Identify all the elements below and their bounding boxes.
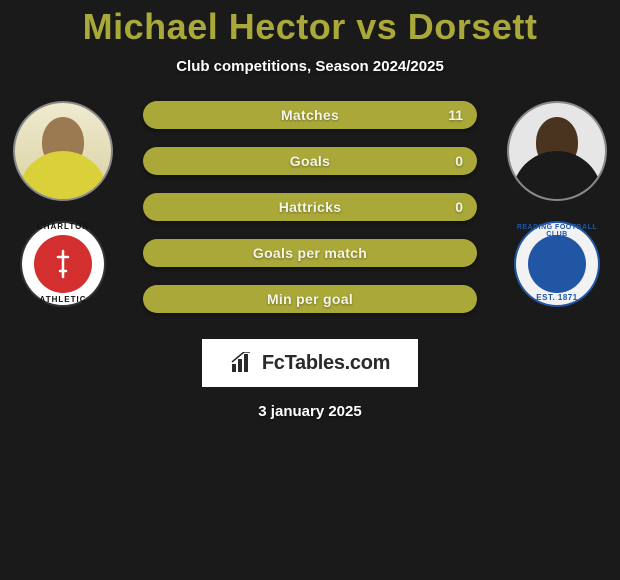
comparison-card: Michael Hector vs Dorsett Club competiti… [0, 0, 620, 580]
sword-icon [46, 247, 80, 281]
right-player-avatar [507, 101, 607, 201]
charlton-text-top: CHARLTON [20, 222, 106, 231]
stat-bar-goals-per-match: Goals per match [143, 239, 477, 267]
stat-label: Hattricks [143, 199, 477, 215]
avatar-jersey [18, 151, 108, 201]
subtitle: Club competitions, Season 2024/2025 [0, 58, 620, 75]
stats-column: Matches 11 Goals 0 Hattricks 0 Goals per… [137, 101, 483, 313]
page-title: Michael Hector vs Dorsett [0, 0, 620, 48]
stat-bar-min-per-goal: Min per goal [143, 285, 477, 313]
bar-chart-icon [230, 352, 256, 374]
avatar-jersey [512, 151, 602, 201]
logo-text: FcTables.com [262, 352, 390, 375]
stat-label: Goals [143, 153, 477, 169]
stat-bar-goals: Goals 0 [143, 147, 477, 175]
date-line: 3 january 2025 [0, 403, 620, 420]
stat-value-right: 0 [455, 199, 463, 215]
left-club-badge: CHARLTON ATHLETIC [20, 221, 106, 307]
left-player-avatar [13, 101, 113, 201]
reading-text-bottom: EST. 1871 [514, 293, 600, 302]
stat-value-right: 0 [455, 153, 463, 169]
charlton-text-bottom: ATHLETIC [20, 295, 106, 304]
reading-inner-circle [528, 235, 586, 293]
left-player-column: CHARLTON ATHLETIC [9, 101, 117, 307]
stat-value-right: 11 [448, 107, 463, 123]
stat-label: Goals per match [143, 245, 477, 261]
stat-bar-hattricks: Hattricks 0 [143, 193, 477, 221]
comparison-body: CHARLTON ATHLETIC Matches 11 Goals 0 Hat… [0, 101, 620, 313]
fctables-logo: FcTables.com [202, 339, 418, 387]
right-player-column: READING FOOTBALL CLUB EST. 1871 [503, 101, 611, 307]
right-club-badge: READING FOOTBALL CLUB EST. 1871 [514, 221, 600, 307]
stat-bar-matches: Matches 11 [143, 101, 477, 129]
stat-label: Min per goal [143, 291, 477, 307]
charlton-inner-circle [34, 235, 92, 293]
stat-label: Matches [143, 107, 477, 123]
